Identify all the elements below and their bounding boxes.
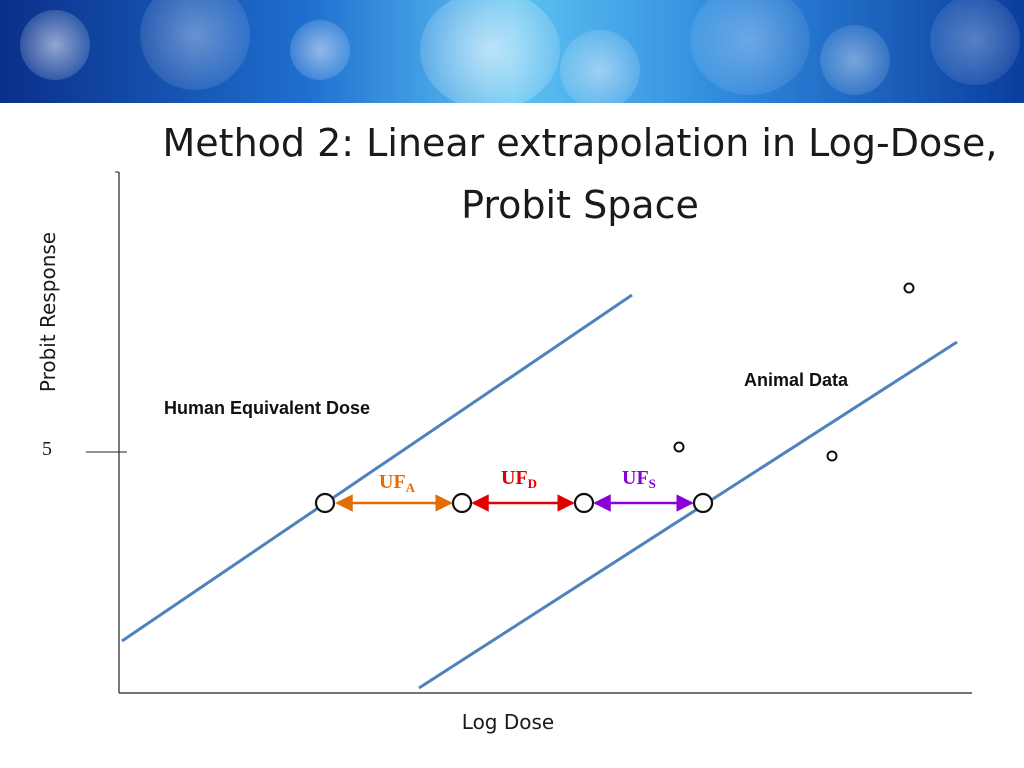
animal-data-point (673, 441, 685, 453)
animal-regression-line (418, 340, 958, 690)
animal-dose-marker (692, 492, 714, 514)
animal-data-point (903, 282, 915, 294)
intermediate-dose-marker (451, 492, 473, 514)
animal-data-label: Animal Data (744, 370, 849, 390)
y-axis-label: Probit Response (36, 231, 60, 393)
human-equivalent-dose-label: Human Equivalent Dose (164, 398, 371, 418)
human-equivalent-dose-marker (314, 492, 336, 514)
human-regression-line (121, 293, 633, 643)
intermediate-dose-marker (573, 492, 595, 514)
animal-data-point (826, 450, 838, 462)
uf-d-label: UFD (501, 467, 538, 491)
uf-s-label: UFS (622, 467, 656, 491)
decorative-banner (0, 0, 1024, 103)
probit-5-label: 5 (42, 438, 52, 460)
slide-title: Method 2: Linear extrapolation in Log-Do… (162, 121, 998, 227)
x-axis-label: Log Dose (461, 710, 555, 734)
uf-a-label: UFA (379, 471, 416, 495)
